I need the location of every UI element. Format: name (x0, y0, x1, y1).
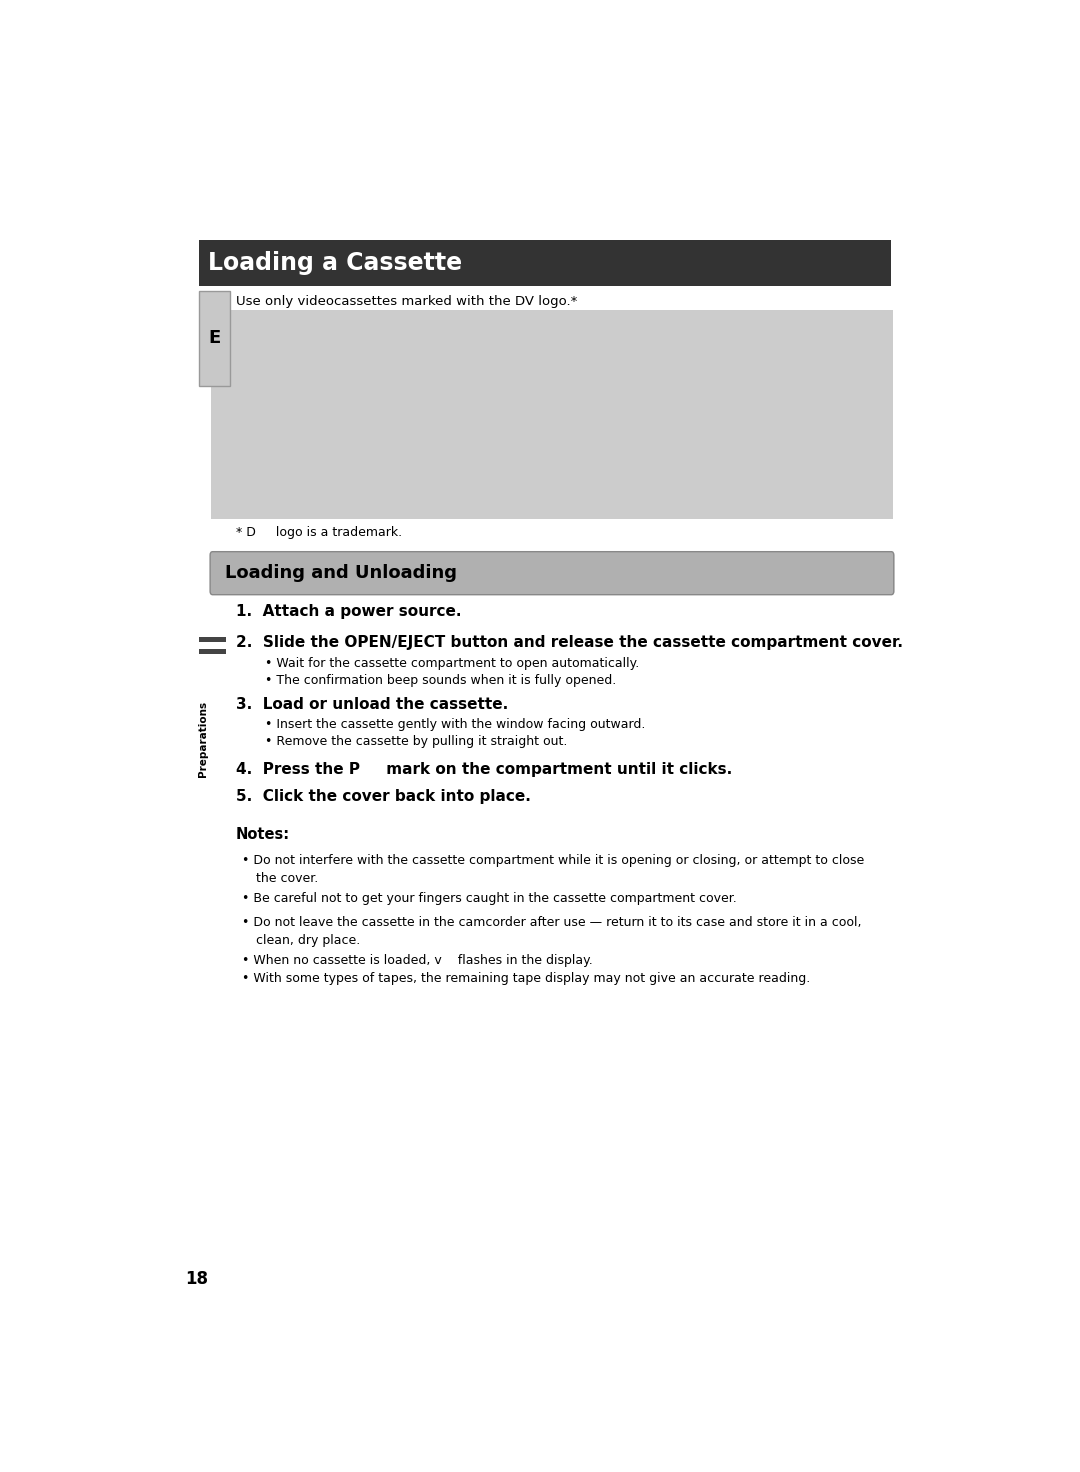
Bar (199, 637, 227, 642)
Text: • Remove the cassette by pulling it straight out.: • Remove the cassette by pulling it stra… (266, 736, 568, 748)
Text: * D     logo is a trademark.: * D logo is a trademark. (235, 526, 402, 539)
Text: • Insert the cassette gently with the window facing outward.: • Insert the cassette gently with the wi… (266, 718, 646, 732)
Bar (199, 240, 891, 286)
Bar (211, 309, 893, 520)
Text: • Do not leave the cassette in the camcorder after use — return it to its case a: • Do not leave the cassette in the camco… (242, 916, 862, 929)
Text: Preparations: Preparations (199, 701, 208, 777)
Text: • Be careful not to get your fingers caught in the cassette compartment cover.: • Be careful not to get your fingers cau… (242, 892, 737, 905)
FancyBboxPatch shape (211, 552, 894, 595)
Text: • The confirmation beep sounds when it is fully opened.: • The confirmation beep sounds when it i… (266, 674, 617, 687)
Bar (199, 649, 227, 654)
Text: • When no cassette is loaded, v    flashes in the display.: • When no cassette is loaded, v flashes … (242, 954, 593, 967)
Text: Loading and Unloading: Loading and Unloading (225, 564, 457, 583)
Text: clean, dry place.: clean, dry place. (256, 933, 360, 946)
Text: 5.  Click the cover back into place.: 5. Click the cover back into place. (235, 789, 530, 804)
Text: 2.  Slide the OPEN/EJECT button and release the cassette compartment cover.: 2. Slide the OPEN/EJECT button and relea… (235, 634, 903, 651)
Text: Notes:: Notes: (235, 827, 289, 842)
Text: • Do not interfere with the cassette compartment while it is opening or closing,: • Do not interfere with the cassette com… (242, 854, 864, 867)
Text: 18: 18 (186, 1270, 208, 1288)
Text: Use only videocassettes marked with the DV logo.*: Use only videocassettes marked with the … (235, 294, 577, 308)
Text: the cover.: the cover. (256, 873, 319, 885)
Bar (199, 290, 230, 386)
Text: 4.  Press the P     mark on the compartment until it clicks.: 4. Press the P mark on the compartment u… (235, 762, 732, 777)
Text: 1.  Attach a power source.: 1. Attach a power source. (235, 604, 461, 620)
Text: E: E (208, 330, 220, 347)
Text: • Wait for the cassette compartment to open automatically.: • Wait for the cassette compartment to o… (266, 657, 639, 670)
Text: • With some types of tapes, the remaining tape display may not give an accurate : • With some types of tapes, the remainin… (242, 973, 810, 985)
Bar (211, 553, 893, 592)
Text: 3.  Load or unload the cassette.: 3. Load or unload the cassette. (235, 696, 508, 711)
Text: Loading a Cassette: Loading a Cassette (207, 250, 462, 275)
